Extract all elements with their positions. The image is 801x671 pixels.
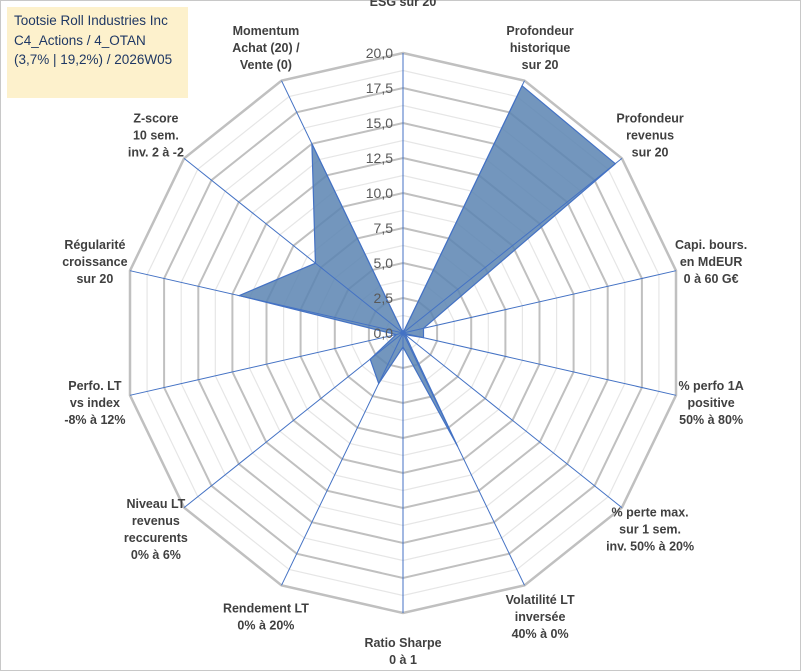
axis-label: Perfo. LT vs index -8% à 12% bbox=[64, 379, 125, 427]
radar-tick-labels: 0,0 2,5 5,0 7,5 10,0 12,5 15,0 17,5 20,0 bbox=[366, 45, 393, 341]
axis-spoke bbox=[281, 332, 404, 586]
tick-label: 17,5 bbox=[366, 80, 393, 96]
tick-label: 0,0 bbox=[374, 325, 394, 341]
axis-spoke bbox=[183, 332, 404, 508]
axis-label: Ratio Sharpe 0 à 1 bbox=[364, 636, 441, 667]
tick-label: 12,5 bbox=[366, 150, 393, 166]
axis-spoke bbox=[402, 80, 525, 334]
axis-spoke bbox=[183, 158, 404, 334]
axis-label: NoteESG sur 20 bbox=[370, 0, 437, 9]
axis-spoke bbox=[402, 332, 677, 396]
title-line-company: Tootsie Roll Industries Inc bbox=[14, 13, 168, 28]
tick-label: 10,0 bbox=[366, 185, 393, 201]
axis-label: Momentum Achat (20) / Vente (0) bbox=[232, 24, 300, 72]
title-line-period: (3,7% | 19,2%) / 2026W05 bbox=[14, 52, 173, 67]
series-area bbox=[237, 84, 617, 447]
tick-label: 15,0 bbox=[366, 115, 393, 131]
tick-label: 7,5 bbox=[374, 220, 394, 236]
axis-spoke bbox=[402, 332, 525, 586]
axis-spoke bbox=[402, 270, 677, 334]
tick-label: 20,0 bbox=[366, 45, 393, 61]
axis-label: Capi. bours. en MdEUR 0 à 60 G€ bbox=[675, 238, 747, 286]
axis-spoke bbox=[402, 158, 623, 334]
title-line-portfolio: C4_Actions / 4_OTAN bbox=[14, 32, 146, 48]
axis-spoke bbox=[281, 80, 404, 334]
radar-spokes bbox=[129, 53, 677, 613]
axis-label: Profondeur historique sur 20 bbox=[506, 24, 573, 72]
axis-spoke bbox=[129, 332, 404, 396]
axis-label: % perte max. sur 1 sem. inv. 50% à 20% bbox=[606, 506, 694, 554]
axis-label: Régularité croissance sur 20 bbox=[62, 238, 127, 286]
axis-label: Z-score 10 sem. inv. 2 à -2 bbox=[128, 112, 184, 160]
axis-label: Volatilité LT inversée 40% à 0% bbox=[506, 593, 575, 641]
radar-series bbox=[237, 84, 617, 447]
tick-label: 2,5 bbox=[374, 290, 394, 306]
axis-label: % perfo 1A positive 50% à 80% bbox=[678, 379, 743, 427]
chart-title-box: Tootsie Roll Industries Inc C4_Actions /… bbox=[7, 7, 188, 98]
axis-spoke bbox=[129, 270, 404, 334]
axis-label: Rendement LT 0% à 20% bbox=[223, 602, 309, 633]
axis-label: Profondeur revenus sur 20 bbox=[616, 112, 683, 160]
axis-spoke bbox=[402, 332, 623, 508]
tick-label: 5,0 bbox=[374, 255, 394, 271]
axis-label: Niveau LT revenus reccurents 0% à 6% bbox=[124, 497, 188, 562]
